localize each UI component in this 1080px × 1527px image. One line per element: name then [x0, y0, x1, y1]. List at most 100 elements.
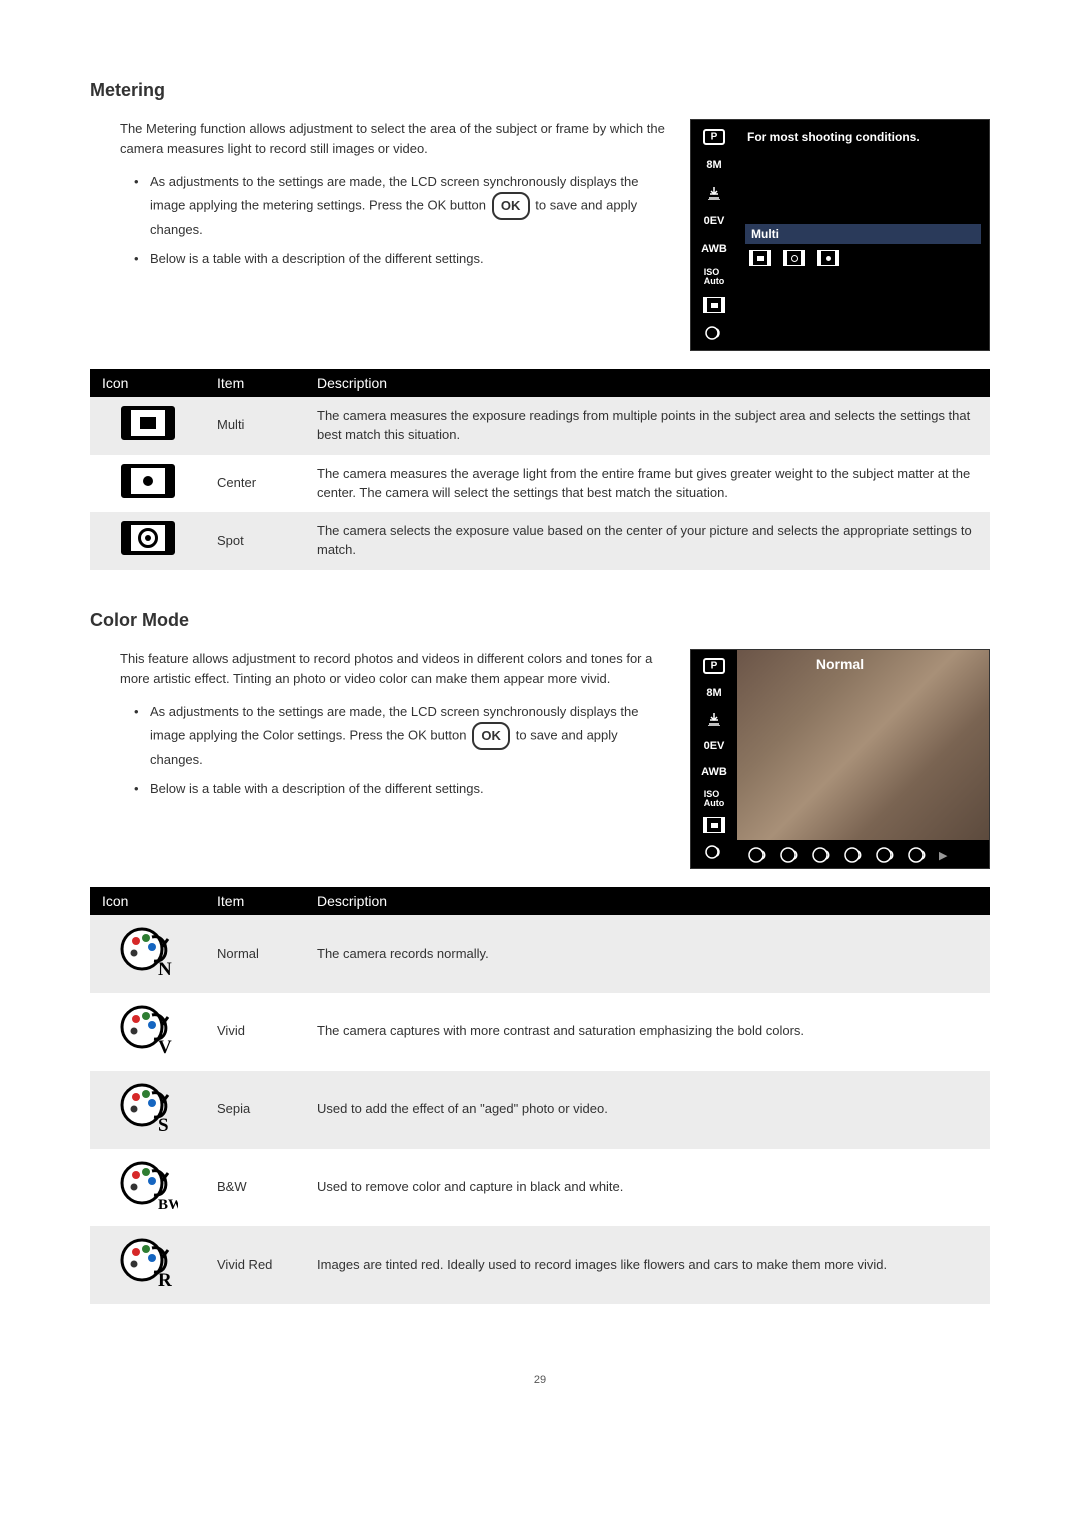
row-item: Vivid Red: [205, 1226, 305, 1304]
metering-heading: Metering: [90, 80, 990, 101]
row-item: Multi: [205, 397, 305, 455]
color-mode-icon: [699, 842, 729, 863]
svg-text:BW: BW: [158, 1197, 178, 1213]
colormode-text: This feature allows adjustment to record…: [90, 649, 670, 869]
multi-option-icon: [749, 250, 771, 266]
row-desc: Images are tinted red. Ideally used to r…: [305, 1226, 990, 1304]
row-desc: The camera records normally.: [305, 915, 990, 993]
row-desc: Used to remove color and capture in blac…: [305, 1149, 990, 1227]
colormode-bullets: As adjustments to the settings are made,…: [120, 702, 670, 799]
spot-metering-icon: [90, 512, 205, 570]
ok-button-icon: OK: [472, 722, 510, 750]
ev-icon: 0EV: [699, 736, 729, 757]
center-metering-icon: [90, 455, 205, 513]
svg-text:N: N: [158, 959, 172, 979]
iso-icon: ISO Auto: [699, 789, 729, 810]
colormode-bullet-2: Below is a table with a description of t…: [134, 779, 670, 799]
iso-icon: ISO Auto: [699, 266, 729, 288]
col-desc: Description: [305, 369, 990, 397]
colormode-row-icon: R: [90, 1226, 205, 1304]
table-row: Spot The camera selects the exposure val…: [90, 512, 990, 570]
lcd-photo-preview: [737, 650, 989, 840]
metering-two-col: The Metering function allows adjustment …: [90, 119, 990, 351]
colormode-section: Color Mode This feature allows adjustmen…: [90, 610, 990, 1304]
col-item: Item: [205, 369, 305, 397]
scroll-right-icon: ▶: [939, 849, 947, 862]
lcd-tip: For most shooting conditions.: [745, 126, 981, 224]
metering-intro: The Metering function allows adjustment …: [120, 119, 670, 158]
lcd-screen: Normal 8M 0EV AWB ISO Auto: [690, 649, 990, 869]
row-desc: The camera selects the exposure value ba…: [305, 512, 990, 570]
color-mode-icon: [699, 322, 729, 344]
lcd-side-icons: 8M 0EV AWB ISO Auto: [691, 650, 737, 868]
lcd-metering-options: [745, 248, 981, 268]
lcd-side-icons: 8M 0EV AWB ISO Auto: [691, 120, 737, 350]
colormode-heading: Color Mode: [90, 610, 990, 631]
quality-icon: [699, 709, 729, 730]
table-row: R Vivid Red Images are tinted red. Ideal…: [90, 1226, 990, 1304]
lcd-main: For most shooting conditions. Multi: [737, 120, 989, 350]
colormode-row-icon: V: [90, 993, 205, 1071]
palette-option-icon: [747, 846, 769, 864]
row-desc: The camera captures with more contrast a…: [305, 993, 990, 1071]
quality-icon: [699, 182, 729, 204]
colormode-table-head: Icon Item Description: [90, 887, 990, 915]
palette-option-icon: [843, 846, 865, 864]
colormode-two-col: This feature allows adjustment to record…: [90, 649, 990, 869]
table-row: S Sepia Used to add the effect of an "ag…: [90, 1071, 990, 1149]
table-row: BW B&W Used to remove color and capture …: [90, 1149, 990, 1227]
table-row: Center The camera measures the average l…: [90, 455, 990, 513]
spot-option-icon: [817, 250, 839, 266]
colormode-bullet-1: As adjustments to the settings are made,…: [134, 702, 670, 769]
metering-text: The Metering function allows adjustment …: [90, 119, 670, 351]
lcd-colormode-title: Normal: [691, 656, 989, 672]
row-item: Vivid: [205, 993, 305, 1071]
metering-table: Icon Item Description Multi The camera m…: [90, 369, 990, 570]
col-item: Item: [205, 887, 305, 915]
col-icon: Icon: [90, 369, 205, 397]
palette-option-icon: [779, 846, 801, 864]
metering-bullet-1: As adjustments to the settings are made,…: [134, 172, 670, 239]
col-desc: Description: [305, 887, 990, 915]
resolution-icon: 8M: [699, 154, 729, 176]
page-number: 29: [90, 1374, 990, 1386]
metering-bullets: As adjustments to the settings are made,…: [120, 172, 670, 269]
row-desc: The camera measures the average light fr…: [305, 455, 990, 513]
metering-mode-icon: [699, 294, 729, 316]
awb-icon: AWB: [699, 238, 729, 260]
colormode-lcd-preview: Normal 8M 0EV AWB ISO Auto: [690, 649, 990, 869]
metering-section: Metering The Metering function allows ad…: [90, 80, 990, 570]
metering-mode-icon: [699, 815, 729, 836]
palette-option-icon: [875, 846, 897, 864]
palette-option-icon: [907, 846, 929, 864]
colormode-intro: This feature allows adjustment to record…: [120, 649, 670, 688]
svg-text:V: V: [158, 1037, 172, 1057]
colormode-row-icon: S: [90, 1071, 205, 1149]
ok-button-icon: OK: [492, 192, 530, 220]
mode-p-icon: [699, 126, 729, 148]
resolution-icon: 8M: [699, 683, 729, 704]
row-item: Center: [205, 455, 305, 513]
lcd-screen: 8M 0EV AWB ISO Auto For most shooting co…: [690, 119, 990, 351]
svg-text:R: R: [158, 1270, 172, 1290]
multi-metering-icon: [90, 397, 205, 455]
table-row: Multi The camera measures the exposure r…: [90, 397, 990, 455]
lcd-colormode-options: ▶: [737, 846, 989, 864]
table-row: V Vivid The camera captures with more co…: [90, 993, 990, 1071]
lcd-selected-label: Multi: [745, 224, 981, 244]
row-item: B&W: [205, 1149, 305, 1227]
row-item: Spot: [205, 512, 305, 570]
row-item: Sepia: [205, 1071, 305, 1149]
row-item: Normal: [205, 915, 305, 993]
row-desc: Used to add the effect of an "aged" phot…: [305, 1071, 990, 1149]
col-icon: Icon: [90, 887, 205, 915]
colormode-row-icon: N: [90, 915, 205, 993]
colormode-table: Icon Item Description N Normal The camer…: [90, 887, 990, 1304]
metering-lcd-preview: 8M 0EV AWB ISO Auto For most shooting co…: [690, 119, 990, 351]
svg-text:S: S: [158, 1115, 169, 1135]
metering-table-head: Icon Item Description: [90, 369, 990, 397]
palette-option-icon: [811, 846, 833, 864]
row-desc: The camera measures the exposure reading…: [305, 397, 990, 455]
awb-icon: AWB: [699, 762, 729, 783]
ev-icon: 0EV: [699, 210, 729, 232]
